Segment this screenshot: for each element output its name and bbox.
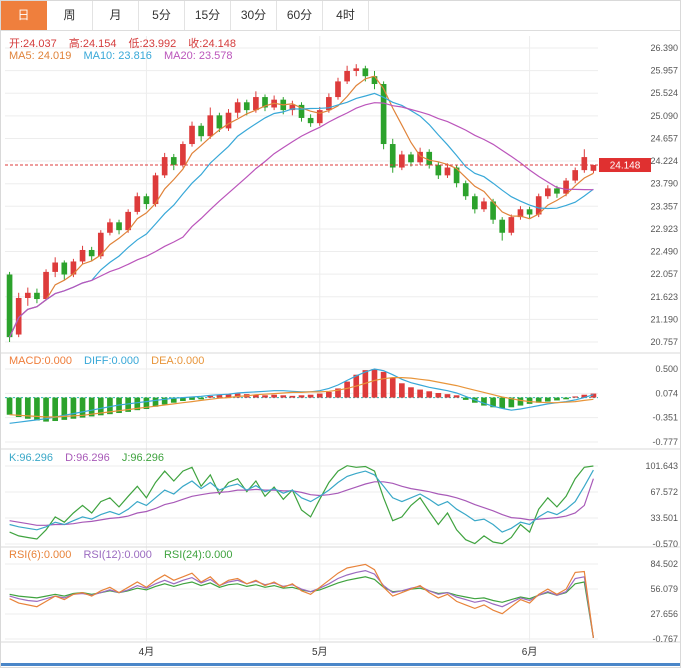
k-value: K:96.296 bbox=[9, 452, 54, 464]
svg-text:24.148: 24.148 bbox=[610, 161, 641, 172]
svg-text:27.656: 27.656 bbox=[650, 609, 678, 619]
svg-text:56.079: 56.079 bbox=[650, 584, 678, 594]
svg-text:25.090: 25.090 bbox=[650, 111, 678, 121]
tab-30min[interactable]: 30分 bbox=[231, 1, 277, 30]
j-value: J:96.296 bbox=[121, 452, 165, 464]
svg-text:6月: 6月 bbox=[522, 646, 538, 658]
ohlc-readout: 开:24.037 高:24.154 低:23.992 收:24.148 bbox=[9, 35, 245, 51]
svg-text:-0.351: -0.351 bbox=[652, 413, 678, 423]
tab-60min[interactable]: 60分 bbox=[277, 1, 323, 30]
tab-month[interactable]: 月 bbox=[93, 1, 139, 30]
chart-canvas[interactable]: 26.390 25.957 25.524 25.090 24.657 24.224 23.7… bbox=[1, 31, 681, 668]
svg-text:24.224: 24.224 bbox=[650, 156, 678, 166]
dea-value: DEA:0.000 bbox=[151, 355, 205, 367]
ma-readout: MA5: 24.019 MA10: 23.816 MA20: 23.578 bbox=[9, 50, 242, 62]
svg-text:21.623: 21.623 bbox=[650, 292, 678, 302]
kdj-readout: K:96.296 D:96.296 J:96.296 bbox=[9, 452, 173, 464]
svg-text:22.057: 22.057 bbox=[650, 269, 678, 279]
svg-text:24.657: 24.657 bbox=[650, 133, 678, 143]
ma20-value: MA20: 23.578 bbox=[164, 50, 233, 62]
svg-text:25.524: 25.524 bbox=[650, 88, 678, 98]
svg-text:23.790: 23.790 bbox=[650, 179, 678, 189]
svg-text:22.923: 22.923 bbox=[650, 224, 678, 234]
svg-text:25.957: 25.957 bbox=[650, 66, 678, 76]
rsi6-value: RSI(6):0.000 bbox=[9, 549, 72, 561]
svg-text:0.500: 0.500 bbox=[655, 364, 678, 374]
diff-value: DIFF:0.000 bbox=[84, 355, 140, 367]
rsi12-value: RSI(12):0.000 bbox=[83, 549, 152, 561]
ma-lines bbox=[9, 75, 594, 338]
svg-text:5月: 5月 bbox=[312, 646, 328, 658]
rsi-panel bbox=[9, 563, 594, 638]
tab-15min[interactable]: 15分 bbox=[185, 1, 231, 30]
svg-text:84.502: 84.502 bbox=[650, 559, 678, 569]
tab-5min[interactable]: 5分 bbox=[139, 1, 185, 30]
ma5-value: MA5: 24.019 bbox=[9, 50, 72, 62]
tab-4hour[interactable]: 4时 bbox=[323, 1, 369, 30]
low-value: 低:23.992 bbox=[128, 38, 177, 50]
svg-text:-0.570: -0.570 bbox=[652, 539, 678, 549]
d-value: D:96.296 bbox=[65, 452, 110, 464]
macd-value: MACD:0.000 bbox=[9, 355, 72, 367]
kdj-panel bbox=[9, 465, 594, 545]
ma10-value: MA10: 23.816 bbox=[83, 50, 152, 62]
grid-lines bbox=[1, 36, 680, 643]
macd-panel bbox=[5, 368, 598, 424]
bottom-scroll-bar bbox=[1, 663, 680, 666]
timeframe-tabs: 日 周 月 5分 15分 30分 60分 4时 bbox=[1, 1, 680, 31]
svg-text:23.357: 23.357 bbox=[650, 201, 678, 211]
open-value: 开:24.037 bbox=[9, 38, 57, 50]
svg-text:0.074: 0.074 bbox=[655, 388, 678, 398]
close-value: 收:24.148 bbox=[188, 38, 236, 50]
candles-group bbox=[6, 64, 597, 342]
svg-text:33.501: 33.501 bbox=[650, 513, 678, 523]
tab-week[interactable]: 周 bbox=[47, 1, 93, 30]
svg-text:22.490: 22.490 bbox=[650, 247, 678, 257]
svg-text:101.643: 101.643 bbox=[645, 461, 678, 471]
current-price-marker: 24.148 bbox=[5, 158, 651, 173]
svg-text:-0.767: -0.767 bbox=[652, 634, 678, 644]
axis-labels: 26.390 25.957 25.524 25.090 24.657 24.224 23.7… bbox=[139, 43, 678, 658]
svg-text:26.390: 26.390 bbox=[650, 43, 678, 53]
macd-readout: MACD:0.000 DIFF:0.000 DEA:0.000 bbox=[9, 355, 213, 367]
svg-text:21.190: 21.190 bbox=[650, 314, 678, 324]
high-value: 高:24.154 bbox=[68, 38, 117, 50]
rsi24-value: RSI(24):0.000 bbox=[163, 549, 233, 561]
svg-text:4月: 4月 bbox=[139, 646, 155, 658]
svg-text:67.572: 67.572 bbox=[650, 487, 678, 497]
svg-text:20.757: 20.757 bbox=[650, 337, 678, 347]
tab-day[interactable]: 日 bbox=[1, 1, 47, 30]
rsi-readout: RSI(6):0.000 RSI(12):0.000 RSI(24):0.000 bbox=[9, 549, 241, 561]
svg-text:-0.777: -0.777 bbox=[652, 437, 678, 447]
